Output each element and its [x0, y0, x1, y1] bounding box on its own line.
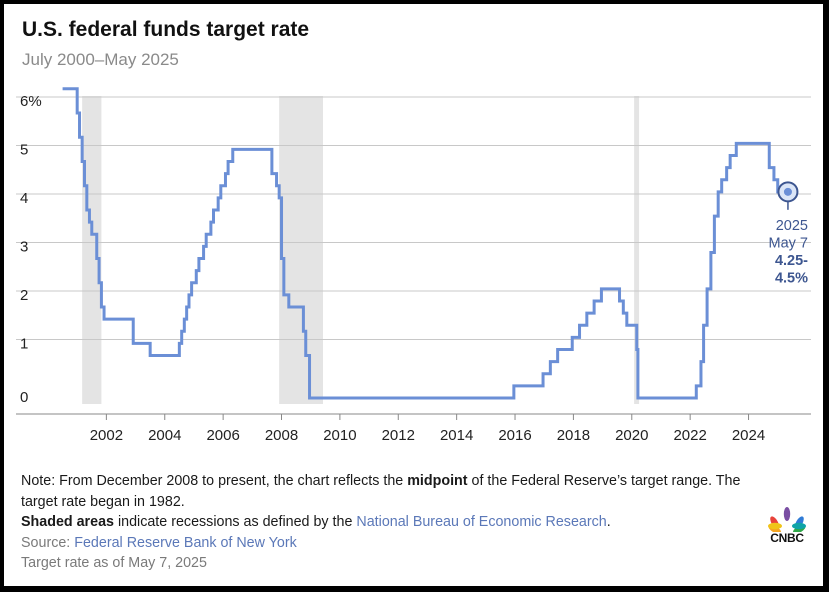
recession-band [82, 96, 102, 404]
y-tick-label: 6% [20, 93, 42, 110]
cnbc-logo: CNBC [764, 504, 810, 548]
note-text-3: indicate recessions as defined by the [113, 514, 357, 530]
y-axis-ticks: 6% 5 4 3 2 1 0 [20, 93, 42, 406]
latest-point-dot [783, 187, 792, 196]
source-line: Source: Federal Reserve Bank of New York [21, 533, 766, 554]
cnbc-logo-text: CNBC [770, 531, 804, 545]
note-text: Note: From December 2008 to present, the… [21, 473, 408, 489]
y-tick-label: 2 [20, 287, 28, 304]
note-line-2: Shaded areas indicate recessions as defi… [21, 512, 766, 533]
series-group [62, 87, 788, 400]
annotation-label: 4.5% [775, 270, 808, 286]
annotation-label: 2025 [776, 218, 808, 234]
note-bold-shaded: Shaded areas [21, 514, 114, 530]
x-tick-label: 2022 [673, 427, 706, 444]
x-tick-label: 2018 [557, 427, 590, 444]
recession-band [279, 96, 323, 404]
y-tick-label: 1 [20, 336, 28, 353]
gridlines [16, 96, 811, 415]
x-tick-label: 2020 [615, 427, 648, 444]
x-tick-label: 2010 [323, 427, 356, 444]
note-bold-midpoint: midpoint [407, 473, 468, 489]
y-tick-label: 5 [20, 142, 28, 159]
recession-band [634, 96, 640, 404]
peacock-icon [768, 507, 806, 534]
x-tick-label: 2024 [732, 427, 765, 444]
x-tick-label: 2016 [498, 427, 531, 444]
x-tick-label: 2002 [90, 427, 123, 444]
annotation-label: May 7 [769, 235, 809, 251]
note-text-2: of the Federal Reserve’s target range. T… [21, 473, 741, 510]
note-line-1: Note: From December 2008 to present, the… [21, 471, 766, 512]
source-link[interactable]: Federal Reserve Bank of New York [74, 534, 297, 551]
note-period: . [606, 514, 611, 530]
x-tick-label: 2012 [382, 427, 415, 444]
annotation-label: 4.25- [775, 253, 808, 269]
y-tick-label: 4 [20, 190, 28, 207]
chart-subtitle: July 2000–May 2025 [22, 50, 179, 69]
y-tick-label: 0 [20, 389, 28, 406]
chart-card: U.S. federal funds target rate July 2000… [4, 4, 823, 586]
x-tick-label: 2006 [206, 427, 239, 444]
x-tick-label: 2008 [265, 427, 298, 444]
source-label: Source: [21, 534, 75, 551]
rate-chart: 6% 5 4 3 2 1 0 2002 2004 2006 2008 2010 2012 2014 201… [16, 87, 811, 444]
nber-link[interactable]: National Bureau of Economic Research [356, 514, 607, 530]
chart-title: U.S. federal funds target rate [22, 18, 310, 41]
y-tick-label: 3 [20, 239, 28, 256]
x-tick-label: 2004 [148, 427, 181, 444]
x-axis-ticks: 2002 2004 2006 2008 2010 2012 2014 2016 2018 2020… [90, 414, 765, 444]
chart-notes: Note: From December 2008 to present, the… [21, 471, 766, 574]
recession-shading [82, 96, 640, 404]
asof-text: Target rate as of May 7, 2025 [21, 555, 207, 571]
series-line [62, 87, 788, 400]
x-tick-label: 2014 [440, 427, 473, 444]
